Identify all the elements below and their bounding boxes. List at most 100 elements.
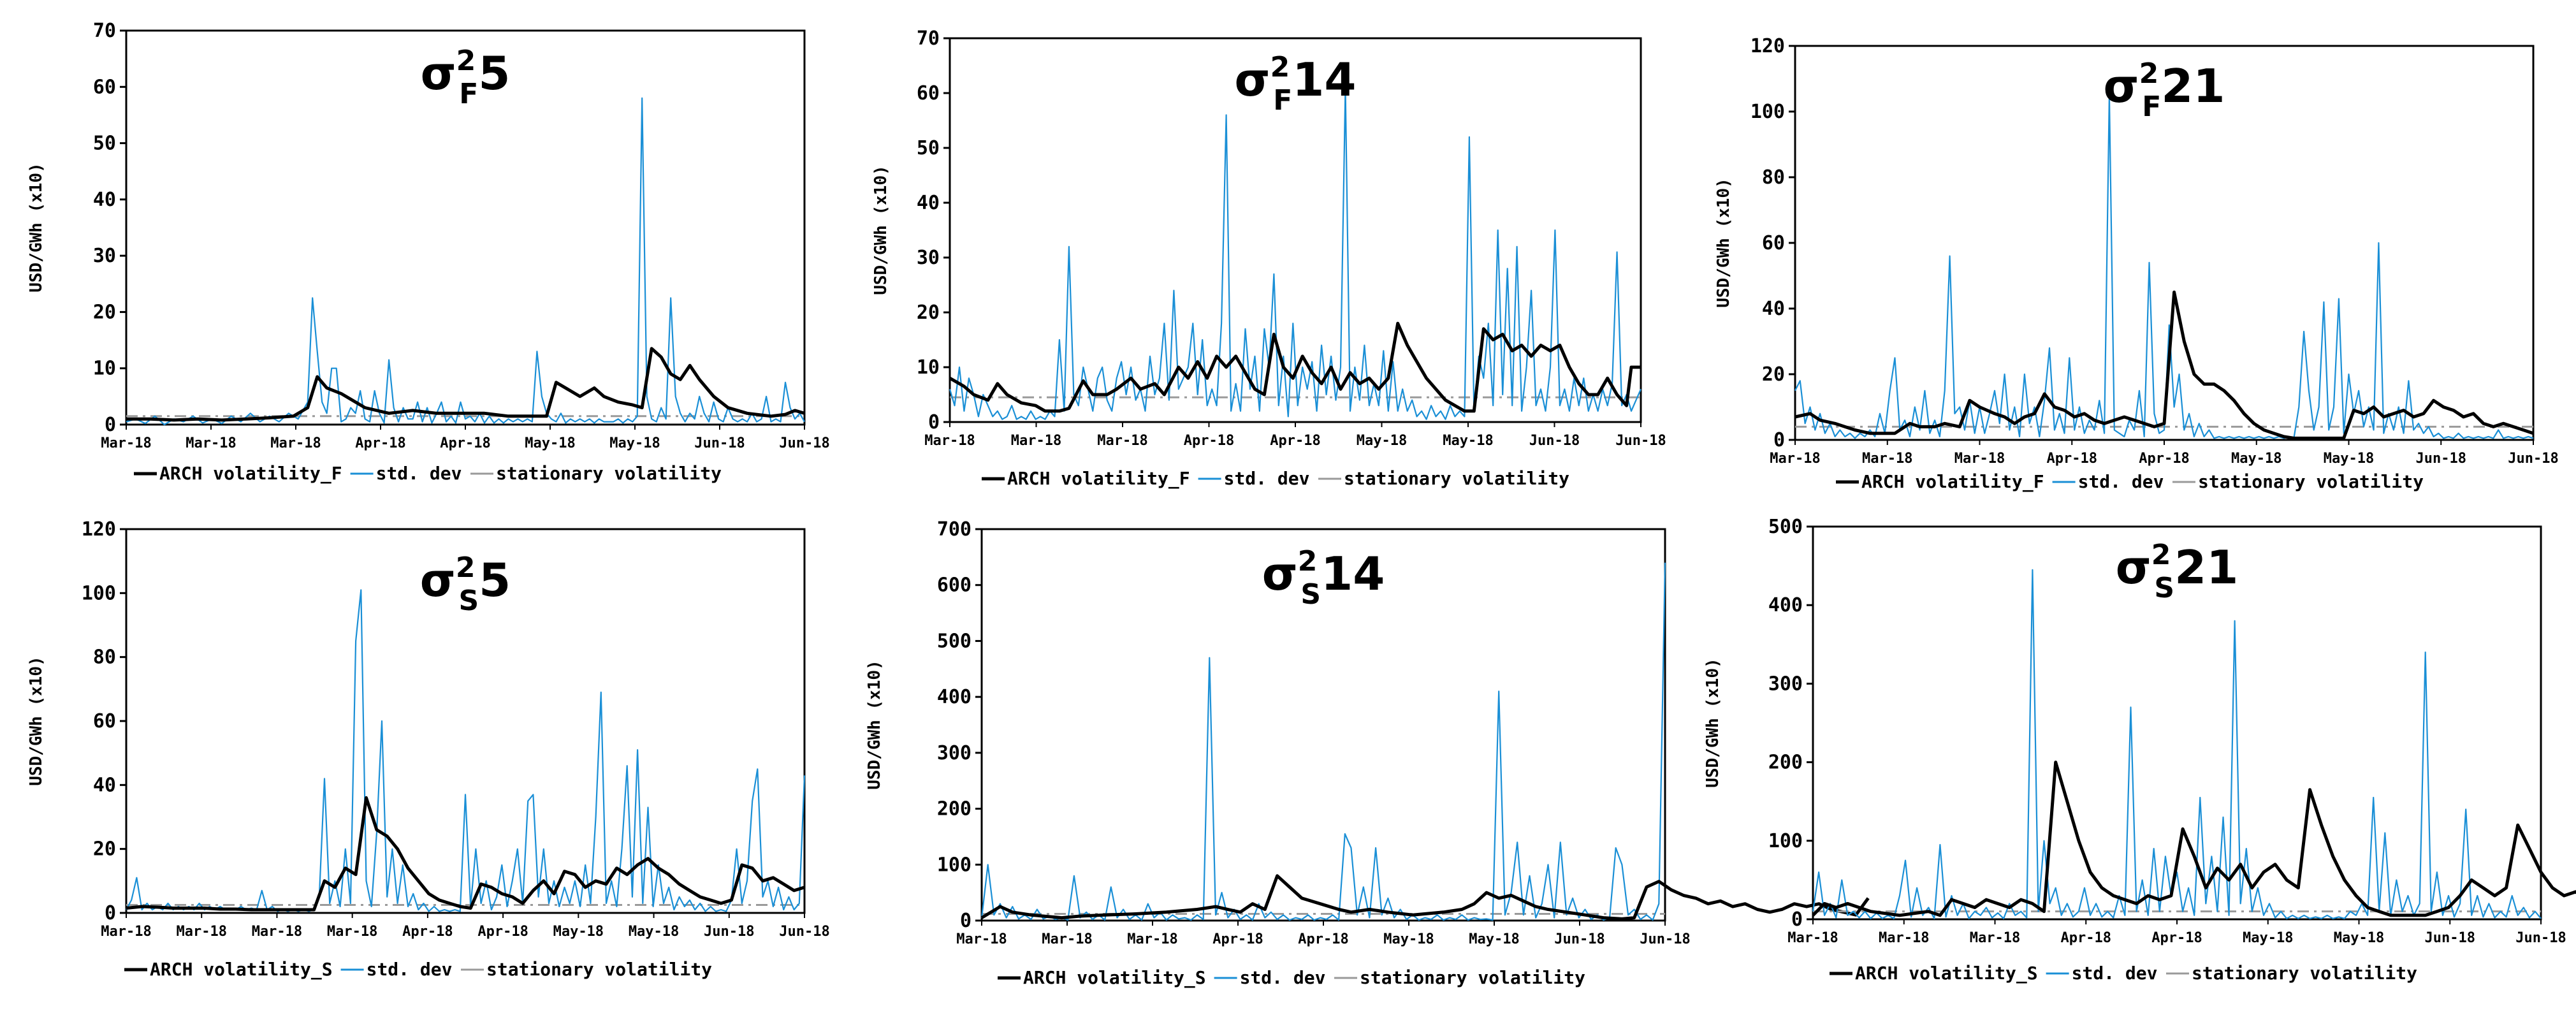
y-tick-label: 80 xyxy=(1762,166,1785,189)
x-tick-label: May-18 xyxy=(525,435,575,451)
y-tick-label: 0 xyxy=(960,910,971,932)
y-tick-label: 700 xyxy=(937,518,971,541)
legend-label: stationary volatility xyxy=(2198,471,2424,492)
y-tick-label: 20 xyxy=(93,838,116,861)
y-tick-label: 20 xyxy=(1762,363,1785,386)
title-subscript: F xyxy=(2142,91,2161,123)
std-dev-line xyxy=(1794,94,2534,439)
y-tick-label: 70 xyxy=(93,20,116,42)
x-tick-label: May-18 xyxy=(629,924,679,940)
y-tick-label: 30 xyxy=(93,245,116,267)
x-tick-label: Mar-18 xyxy=(1770,451,1820,467)
y-tick-label: 400 xyxy=(1768,594,1803,616)
y-tick-label: 60 xyxy=(93,76,116,98)
x-tick-label: Mar-18 xyxy=(1954,451,2005,467)
y-tick-label: 0 xyxy=(1773,429,1785,451)
y-axis-label: USD/GWh (x10) xyxy=(1703,658,1722,788)
y-tick-label: 200 xyxy=(937,798,971,820)
std-dev-line xyxy=(126,589,806,912)
x-tick-label: Jun-18 xyxy=(779,924,829,940)
y-tick-label: 40 xyxy=(93,774,116,796)
title-number: 21 xyxy=(2161,59,2225,113)
x-tick-label: Jun-18 xyxy=(1529,433,1580,449)
legend-label: std. dev xyxy=(1240,967,1326,988)
y-tick-label: 10 xyxy=(93,358,116,380)
x-tick-label: Apr-18 xyxy=(440,435,490,451)
x-tick-label: Mar-18 xyxy=(252,924,302,940)
legend-label: ARCH volatility_F xyxy=(1861,471,2044,492)
legend-label: stationary volatility xyxy=(1360,967,1585,988)
arch-volatility-line xyxy=(980,874,1870,921)
y-axis-label: USD/GWh (x10) xyxy=(27,163,46,293)
y-tick-label: 70 xyxy=(917,27,940,50)
legend: ARCH volatility_F std. dev stationary vola… xyxy=(134,463,722,484)
std-dev-line xyxy=(949,87,1642,420)
x-tick-label: Mar-18 xyxy=(270,435,321,451)
legend-label: std. dev xyxy=(376,463,462,484)
y-tick-label: 120 xyxy=(82,518,116,541)
x-tick-label: Mar-18 xyxy=(1862,451,1912,467)
legend-label: stationary volatility xyxy=(1344,468,1569,489)
arch-volatility-line xyxy=(126,796,805,912)
y-tick-label: 400 xyxy=(937,686,971,708)
x-tick-label: Mar-18 xyxy=(1097,433,1147,449)
legend-label: stationary volatility xyxy=(2192,963,2417,984)
y-tick-label: 60 xyxy=(917,82,940,105)
x-tick-label: May-18 xyxy=(2231,451,2281,467)
title-base: σ xyxy=(2104,59,2139,113)
legend-label: ARCH volatility_S xyxy=(1023,967,1206,988)
y-tick-label: 60 xyxy=(93,710,116,732)
title-superscript: 2 xyxy=(2139,57,2159,90)
title-number: 5 xyxy=(479,553,511,607)
x-tick-label: Apr-18 xyxy=(1270,433,1320,449)
y-axis-label: USD/GWh (x10) xyxy=(871,165,891,295)
y-tick-label: 0 xyxy=(1791,908,1803,931)
x-tick-label: Mar-18 xyxy=(1970,930,2020,946)
x-tick-label: Apr-18 xyxy=(2047,451,2097,467)
x-tick-label: Apr-18 xyxy=(1298,931,1348,947)
legend-label: ARCH volatility_F xyxy=(159,463,342,484)
x-tick-label: May-18 xyxy=(609,435,660,451)
chart-panel-4: 0 20 40 60 80 100 120 Mar-18 Mar-18 Mar-18 Mar-18 A… xyxy=(27,518,830,980)
x-tick-label: Mar-18 xyxy=(1879,930,1929,946)
y-tick-label: 300 xyxy=(937,742,971,764)
legend-label: ARCH volatility_S xyxy=(1855,963,2038,984)
y-tick-label: 20 xyxy=(93,301,116,323)
y-tick-label: 0 xyxy=(105,902,116,924)
y-tick-label: 100 xyxy=(937,854,971,876)
arch-volatility-line xyxy=(126,347,805,422)
x-tick-label: May-18 xyxy=(1469,931,1519,947)
x-tick-label: May-18 xyxy=(553,924,604,940)
x-tick-label: May-18 xyxy=(2243,930,2293,946)
y-tick-label: 50 xyxy=(917,137,940,159)
y-tick-label: 100 xyxy=(1768,830,1803,852)
x-tick-label: Mar-18 xyxy=(327,924,377,940)
chart-panel-1: 0 10 20 30 40 50 60 70 Mar-18 Mar-18 Mar-18 Apr-18 A… xyxy=(27,20,830,484)
legend-label: stationary volatility xyxy=(486,959,712,980)
chart-panel-6: 0 100 200 300 400 500 Mar-18 Mar-18 Mar-18 Apr-18… xyxy=(1703,516,2576,984)
title-base: σ xyxy=(420,553,456,607)
title-subscript: S xyxy=(1300,578,1321,611)
chart-title: σ2 S21 xyxy=(2116,539,2239,604)
title-subscript: S xyxy=(458,585,479,617)
title-number: 5 xyxy=(478,47,510,100)
x-tick-label: Mar-18 xyxy=(1787,930,1838,946)
title-subscript: F xyxy=(1273,84,1292,117)
legend: ARCH volatility_S std. dev stationary vola… xyxy=(998,967,1585,988)
y-tick-label: 40 xyxy=(93,189,116,211)
legend: ARCH volatility_S std. dev stationary vola… xyxy=(124,959,712,980)
y-tick-label: 500 xyxy=(937,630,971,652)
chart-panel-2: 0 10 20 30 40 50 60 70 Mar-18 Mar-18 Mar-18 Apr-18 A… xyxy=(871,27,1666,489)
x-tick-label: Mar-18 xyxy=(176,924,226,940)
chart-title: σ2 S14 xyxy=(1262,545,1385,611)
std-dev-line xyxy=(126,97,805,426)
x-tick-label: Apr-18 xyxy=(1212,931,1263,947)
legend-label: std. dev xyxy=(367,959,453,980)
x-tick-label: Apr-18 xyxy=(2139,451,2189,467)
x-tick-label: Mar-18 xyxy=(956,931,1007,947)
legend: ARCH volatility_S std. dev stationary vola… xyxy=(1830,963,2417,984)
y-axis-label: USD/GWh (x10) xyxy=(1714,178,1733,308)
legend-label: ARCH volatility_S xyxy=(150,959,333,980)
x-tick-label: Mar-18 xyxy=(101,924,151,940)
